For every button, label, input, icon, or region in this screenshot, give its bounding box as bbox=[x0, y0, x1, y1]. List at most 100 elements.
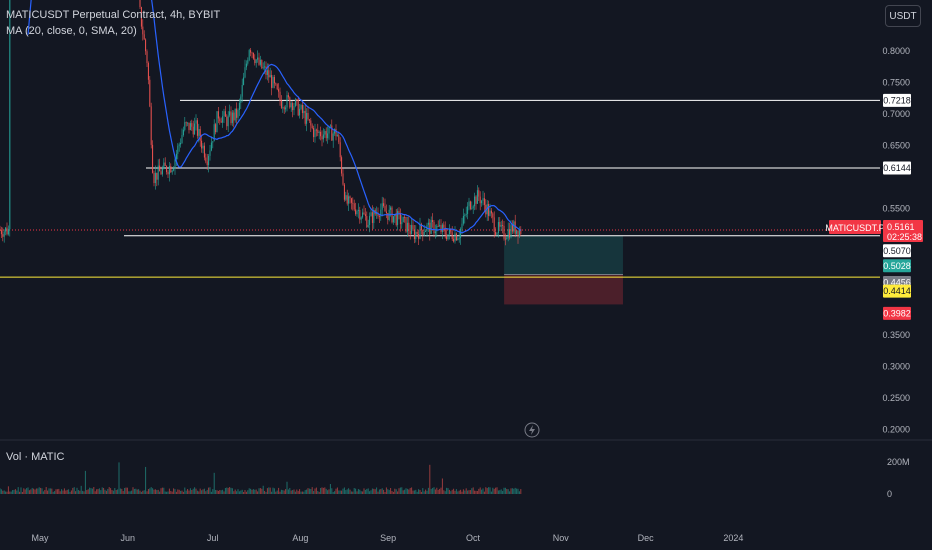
volume-bar bbox=[84, 470, 86, 494]
candle bbox=[332, 131, 334, 148]
candle bbox=[203, 142, 205, 161]
candle-body bbox=[362, 212, 364, 218]
volume-bar bbox=[402, 490, 404, 494]
candle-body bbox=[175, 153, 177, 160]
candle-body bbox=[257, 57, 259, 60]
volume-bar bbox=[313, 491, 315, 494]
target-tag-bg bbox=[883, 259, 911, 273]
candle bbox=[441, 223, 443, 240]
volume-bar bbox=[336, 487, 338, 494]
volume-bar bbox=[447, 488, 449, 494]
candle-body bbox=[315, 129, 317, 131]
candle-body bbox=[352, 202, 354, 204]
candle bbox=[448, 224, 450, 240]
volume-bar bbox=[195, 488, 197, 494]
volume-bar bbox=[192, 488, 194, 494]
candle-body bbox=[493, 217, 495, 233]
candle-body bbox=[479, 196, 481, 204]
volume-bar bbox=[38, 487, 40, 494]
candle-body bbox=[413, 229, 415, 240]
candle-body bbox=[234, 108, 236, 121]
candle bbox=[257, 50, 259, 63]
volume-bar bbox=[329, 484, 331, 494]
volume-bar bbox=[430, 488, 432, 494]
candle-body bbox=[520, 229, 522, 235]
volume-bar bbox=[209, 487, 211, 494]
volume-bar bbox=[293, 489, 295, 494]
volume-bar bbox=[28, 490, 30, 494]
volume-bar bbox=[387, 489, 389, 494]
candle-body bbox=[160, 171, 162, 175]
volume-bar bbox=[362, 491, 364, 494]
candle bbox=[248, 48, 250, 62]
candle-body bbox=[216, 111, 218, 133]
ma-legend: MA (20, close, 0, SMA, 20) bbox=[6, 25, 137, 37]
candle-body bbox=[423, 232, 425, 235]
candle-body bbox=[356, 211, 358, 215]
volume-bar bbox=[87, 489, 89, 494]
candle bbox=[467, 202, 469, 220]
volume-bar bbox=[61, 489, 63, 494]
candle bbox=[464, 213, 466, 224]
volume-bar bbox=[488, 487, 490, 494]
candle-body bbox=[511, 224, 513, 232]
volume-bar bbox=[408, 489, 410, 494]
candle-body bbox=[279, 91, 281, 101]
candle bbox=[317, 123, 319, 137]
candle bbox=[384, 198, 386, 212]
volume-bar bbox=[514, 487, 516, 494]
candle bbox=[411, 217, 413, 235]
candle-body bbox=[299, 108, 301, 116]
currency-button[interactable]: USDT bbox=[885, 5, 921, 27]
candle bbox=[217, 106, 219, 124]
candle-body bbox=[269, 75, 271, 78]
volume-bar bbox=[384, 491, 386, 494]
candle-body bbox=[436, 225, 438, 232]
volume-bar bbox=[3, 490, 5, 494]
volume-bar bbox=[51, 488, 53, 494]
candle-body bbox=[220, 121, 222, 123]
candle-body bbox=[289, 97, 291, 108]
candle-body bbox=[380, 209, 382, 217]
volume-bar bbox=[55, 489, 57, 494]
candle bbox=[444, 221, 446, 239]
candle-body bbox=[286, 95, 288, 108]
target-zone bbox=[504, 235, 623, 275]
volume-tick-label: 200M bbox=[887, 457, 910, 467]
candle bbox=[453, 236, 455, 243]
candle bbox=[401, 214, 403, 229]
candle bbox=[9, 0, 11, 237]
candle bbox=[430, 216, 432, 234]
volume-bar bbox=[454, 490, 456, 494]
candle bbox=[293, 103, 295, 116]
candle bbox=[146, 49, 148, 67]
volume-bar bbox=[112, 490, 114, 494]
candle bbox=[287, 92, 289, 100]
volume-bar bbox=[261, 488, 263, 494]
volume-bar bbox=[184, 487, 186, 494]
candle-body bbox=[406, 222, 408, 232]
candle bbox=[499, 217, 501, 232]
candle-body bbox=[405, 217, 407, 232]
volume-bar bbox=[436, 487, 438, 494]
volume-bar bbox=[83, 491, 85, 494]
volume-bar bbox=[250, 488, 252, 494]
volume-bar bbox=[290, 490, 292, 494]
candle bbox=[509, 222, 511, 240]
candle bbox=[187, 122, 189, 127]
volume-bar bbox=[189, 488, 191, 494]
candle-body bbox=[258, 57, 260, 65]
volume-bar bbox=[395, 489, 397, 494]
candle-body bbox=[464, 214, 466, 217]
lightning-icon[interactable] bbox=[524, 422, 540, 438]
candle bbox=[429, 219, 431, 241]
candle-body bbox=[272, 76, 274, 88]
x-tick-label: Aug bbox=[292, 533, 308, 543]
volume-bar bbox=[252, 489, 254, 494]
entry-tag: 0.4456 bbox=[883, 278, 911, 288]
candle-body bbox=[166, 166, 168, 173]
volume-bar bbox=[479, 487, 481, 494]
volume-bar bbox=[114, 488, 116, 494]
volume-bar bbox=[202, 489, 204, 494]
